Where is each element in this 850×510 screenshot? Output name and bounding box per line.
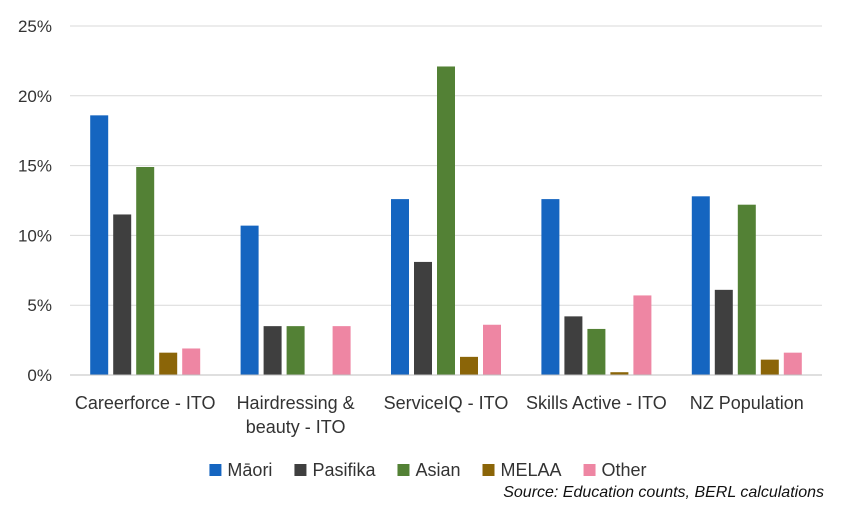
bar-m-ori [541,199,560,375]
bar-other [633,295,652,375]
bar-asian [286,326,305,375]
bar-m-ori [240,225,259,375]
bar-pasifika [564,316,583,375]
bar-m-ori [691,196,710,375]
legend-swatch-asian [397,464,410,476]
bars [90,66,802,376]
y-tick-label: 25% [18,17,52,36]
x-category-label: Careerforce - ITO [75,393,216,413]
legend-label-other: Other [602,460,647,480]
legend-label-melaa: MELAA [501,460,562,480]
x-category-label: ServiceIQ - ITO [384,393,509,413]
bar-pasifika [263,326,282,375]
bar-melaa [159,352,178,375]
bar-asian [737,204,756,375]
bar-asian [587,328,606,375]
legend-swatch-pasifika [294,464,307,476]
legend-label-pasifika: Pasifika [312,460,376,480]
legend-label-asian: Asian [415,460,460,480]
y-tick-label: 10% [18,226,52,245]
bar-asian [136,166,155,375]
bar-asian [437,66,455,375]
y-tick-label: 20% [18,87,52,106]
legend-swatch-melaa [482,464,495,476]
bar-m-ori [391,199,409,375]
bar-m-ori [90,115,109,376]
bar-other [332,326,351,375]
bar-melaa [760,359,779,375]
bar-other [783,352,802,375]
bar-pasifika [113,214,132,375]
x-category-label: NZ Population [690,393,804,413]
legend-label-m-ori: Māori [227,460,272,480]
legend-swatch-other [583,464,596,476]
x-category-label: Skills Active - ITO [526,393,667,413]
legend: Māori Pasifika Asian MELAA Other [209,460,647,480]
bar-other [483,324,501,375]
bar-other [182,348,201,375]
y-axis-ticks: 0% 5% 10% 15% 20% 25% [18,17,52,385]
y-tick-label: 5% [27,296,52,315]
y-tick-label: 0% [27,366,52,385]
bar-pasifika [414,261,432,375]
source-note: Source: Education counts, BERL calculati… [503,484,824,501]
bar-pasifika [714,289,733,375]
legend-swatch-m-ori [209,464,222,476]
x-axis-categories: Careerforce - ITO Hairdressing & beauty - … [75,393,804,437]
x-category-label: Hairdressing & beauty - ITO [237,393,355,437]
bar-melaa [460,356,478,375]
y-tick-label: 15% [18,157,52,176]
bar-melaa [610,372,629,375]
